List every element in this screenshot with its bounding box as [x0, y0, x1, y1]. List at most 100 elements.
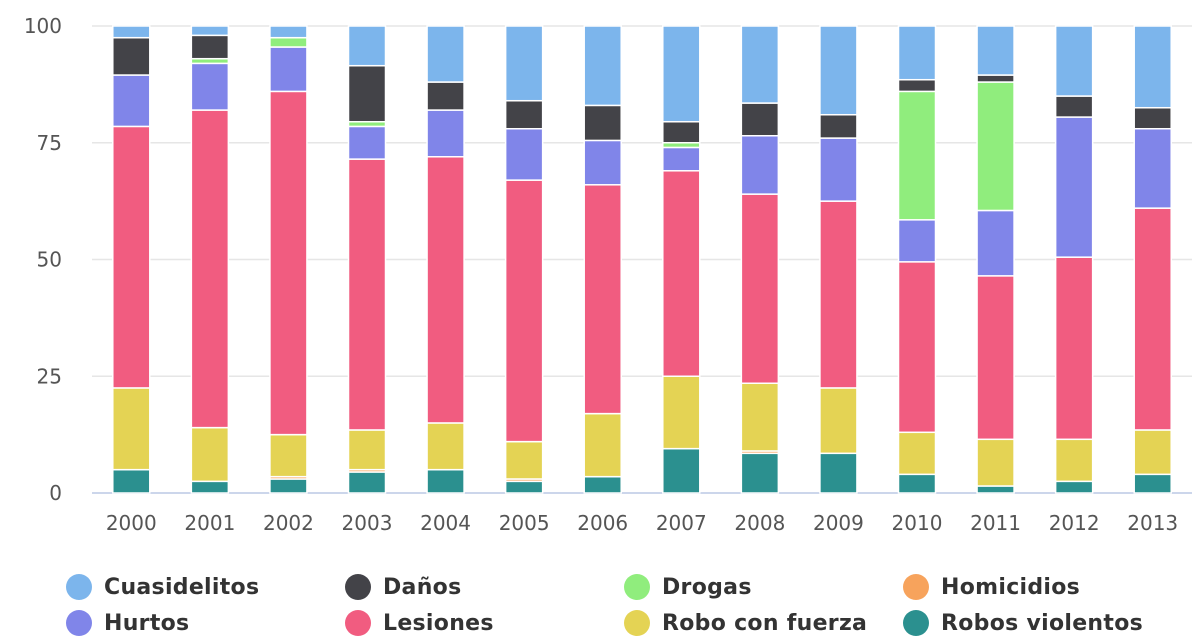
bar-segment-cuasidelitos-2009[interactable]: [819, 25, 858, 116]
bar-segment-daños-2013[interactable]: [1133, 106, 1172, 130]
legend-swatch: [66, 610, 92, 636]
bar-segment-lesiones-2001[interactable]: [190, 109, 230, 429]
bar-segment-robo-con-fuerza-2007[interactable]: [662, 375, 701, 450]
bar-segment-robos-violentos-2013[interactable]: [1133, 473, 1172, 494]
bar-segment-cuasidelitos-2012[interactable]: [1054, 25, 1094, 97]
bar-segment-robo-con-fuerza-2002[interactable]: [269, 433, 308, 478]
bar-segment-robos-violentos-2003[interactable]: [347, 471, 387, 494]
bar-segment-hurtos-2012[interactable]: [1054, 116, 1094, 258]
bar-segment-lesiones-2000[interactable]: [112, 125, 151, 389]
bar-segment-robos-violentos-2012[interactable]: [1054, 480, 1094, 494]
bar-segment-robo-con-fuerza-2009[interactable]: [819, 387, 858, 455]
bar-segment-lesiones-2013[interactable]: [1133, 207, 1172, 431]
bar-segment-robos-violentos-2009[interactable]: [819, 452, 858, 494]
bar-segment-cuasidelitos-2004[interactable]: [426, 25, 465, 83]
bar-segment-robo-con-fuerza-2004[interactable]: [426, 422, 465, 471]
bar-segment-hurtos-2007[interactable]: [662, 146, 701, 172]
legend-item-hurtos[interactable]: Hurtos: [66, 606, 189, 640]
bar-segment-robos-violentos-2010[interactable]: [897, 473, 937, 494]
bar-segment-drogas-2002[interactable]: [269, 36, 308, 48]
bar-segment-lesiones-2008[interactable]: [740, 193, 780, 385]
bar-segment-daños-2003[interactable]: [347, 64, 387, 123]
bar-segment-robo-con-fuerza-2008[interactable]: [740, 382, 780, 452]
bar-segment-hurtos-2006[interactable]: [583, 139, 622, 186]
bar-segment-daños-2008[interactable]: [740, 102, 780, 137]
bar-segment-cuasidelitos-2007[interactable]: [662, 25, 701, 123]
bar-segment-hurtos-2005[interactable]: [504, 127, 544, 181]
bar-segment-robos-violentos-2005[interactable]: [504, 480, 544, 494]
bar-stack-2011: [976, 25, 1015, 494]
bar-segment-robos-violentos-2004[interactable]: [426, 468, 465, 494]
bar-segment-robos-violentos-2001[interactable]: [190, 480, 230, 494]
bar-segment-hurtos-2004[interactable]: [426, 109, 465, 158]
bar-segment-lesiones-2009[interactable]: [819, 200, 858, 389]
bar-segment-lesiones-2003[interactable]: [347, 158, 387, 431]
bar-segment-robo-con-fuerza-2001[interactable]: [190, 426, 230, 483]
legend-item-daños[interactable]: Daños: [345, 570, 461, 604]
bar-stack-2003: [347, 25, 387, 494]
legend-item-robos-violentos[interactable]: Robos violentos: [903, 606, 1143, 640]
bar-segment-robo-con-fuerza-2006[interactable]: [583, 412, 622, 478]
bar-segment-robo-con-fuerza-2005[interactable]: [504, 440, 544, 480]
bar-segment-robo-con-fuerza-2010[interactable]: [897, 431, 937, 476]
bar-segment-lesiones-2006[interactable]: [583, 184, 622, 415]
bar-segment-hurtos-2003[interactable]: [347, 125, 387, 160]
legend-item-drogas[interactable]: Drogas: [624, 570, 752, 604]
bar-segment-robos-violentos-2006[interactable]: [583, 475, 622, 494]
bar-segment-cuasidelitos-2001[interactable]: [190, 25, 230, 37]
bar-segment-robo-con-fuerza-2000[interactable]: [112, 387, 151, 471]
bar-segment-hurtos-2011[interactable]: [976, 209, 1015, 277]
bar-segment-cuasidelitos-2013[interactable]: [1133, 25, 1172, 109]
bar-segment-hurtos-2001[interactable]: [190, 62, 230, 111]
bar-segment-robos-violentos-2002[interactable]: [269, 478, 308, 494]
bar-segment-lesiones-2004[interactable]: [426, 156, 465, 424]
bar-segment-robo-con-fuerza-2011[interactable]: [976, 438, 1015, 487]
bar-segment-cuasidelitos-2006[interactable]: [583, 25, 622, 107]
bar-segment-lesiones-2010[interactable]: [897, 261, 937, 434]
bar-segment-cuasidelitos-2010[interactable]: [897, 25, 937, 81]
bar-segment-daños-2009[interactable]: [819, 113, 858, 139]
bar-segment-daños-2012[interactable]: [1054, 95, 1094, 118]
bar-segment-hurtos-2000[interactable]: [112, 74, 151, 128]
bar-segment-robos-violentos-2008[interactable]: [740, 452, 780, 494]
bar-segment-daños-2006[interactable]: [583, 104, 622, 142]
bar-segment-daños-2007[interactable]: [662, 120, 701, 144]
bar-segment-robos-violentos-2007[interactable]: [662, 447, 701, 494]
legend-item-cuasidelitos[interactable]: Cuasidelitos: [66, 570, 259, 604]
bar-segment-robos-violentos-2011[interactable]: [976, 485, 1015, 494]
grid-lines: [92, 25, 1192, 494]
bar-segment-daños-2005[interactable]: [504, 99, 544, 130]
bar-segment-daños-2004[interactable]: [426, 81, 465, 111]
bar-segment-hurtos-2013[interactable]: [1133, 127, 1172, 209]
bar-segment-daños-2011[interactable]: [976, 74, 1015, 83]
bar-segment-daños-2001[interactable]: [190, 34, 230, 60]
bar-segment-daños-2000[interactable]: [112, 36, 151, 76]
bar-segment-drogas-2010[interactable]: [897, 90, 937, 221]
bar-segment-drogas-2011[interactable]: [976, 81, 1015, 212]
bar-stack-2010: [897, 25, 937, 494]
bar-segment-hurtos-2009[interactable]: [819, 137, 858, 202]
bar-segment-lesiones-2011[interactable]: [976, 275, 1015, 441]
bar-segment-lesiones-2012[interactable]: [1054, 256, 1094, 441]
bar-segment-lesiones-2007[interactable]: [662, 170, 701, 377]
bar-segment-robo-con-fuerza-2013[interactable]: [1133, 429, 1172, 476]
bar-segment-cuasidelitos-2011[interactable]: [976, 25, 1015, 76]
bar-segment-lesiones-2002[interactable]: [269, 90, 308, 436]
bar-segment-cuasidelitos-2008[interactable]: [740, 25, 780, 104]
legend-label: Daños: [383, 574, 462, 600]
bar-segment-lesiones-2005[interactable]: [504, 179, 544, 443]
legend-item-lesiones[interactable]: Lesiones: [345, 606, 494, 640]
bar-segment-robo-con-fuerza-2003[interactable]: [347, 429, 387, 471]
bar-segment-cuasidelitos-2002[interactable]: [269, 25, 308, 39]
bar-segment-robos-violentos-2000[interactable]: [112, 468, 151, 494]
bar-segment-daños-2010[interactable]: [897, 78, 937, 93]
bar-segment-hurtos-2010[interactable]: [897, 219, 937, 263]
legend-item-homicidios[interactable]: Homicidios: [903, 570, 1080, 604]
bar-segment-robo-con-fuerza-2012[interactable]: [1054, 438, 1094, 483]
bar-segment-cuasidelitos-2003[interactable]: [347, 25, 387, 67]
bar-segment-cuasidelitos-2005[interactable]: [504, 25, 544, 102]
bar-segment-hurtos-2008[interactable]: [740, 134, 780, 195]
legend-item-robo-con-fuerza[interactable]: Robo con fuerza: [624, 606, 867, 640]
bar-segment-hurtos-2002[interactable]: [269, 46, 308, 93]
bar-segment-cuasidelitos-2000[interactable]: [112, 25, 151, 39]
